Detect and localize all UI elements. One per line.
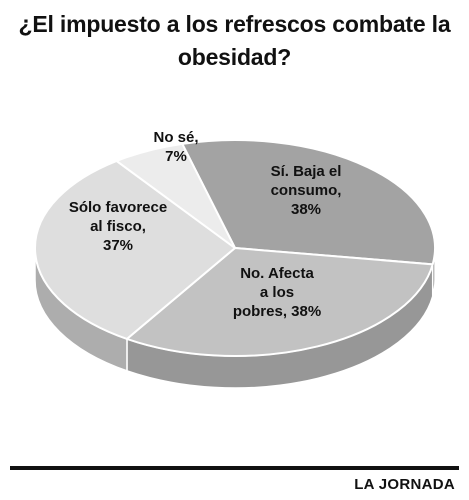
slice-label-line: 7% [165,148,187,165]
pie-labels: Sí. Baja el consumo, 38% No. Afecta a los pob… [69,129,342,320]
pie-slice-0 [181,139,436,266]
pie-slice-2 [34,159,236,340]
chart-title: ¿El impuesto a los refrescos combate la … [18,11,451,70]
slice-label-line: consumo, [271,182,342,199]
pie-slice-3 [115,142,236,249]
slice-label-line: pobres, 38% [233,303,321,320]
slice-label-line: a los [260,284,294,301]
slice-label-2: Sólo favorece al fisco, 37% [69,199,167,254]
slice-label-line: 37% [103,237,133,254]
slice-label-0: Sí. Baja el consumo, 38% [271,163,342,218]
slice-label-line: Sí. Baja el [271,163,342,180]
slice-label-line: No sé, [153,129,198,146]
slice-label-line: No. Afecta [240,265,314,282]
slice-label-line: 38% [291,201,321,218]
slice-label-3: No sé, 7% [153,129,198,165]
slice-label-line: Sólo favorece [69,199,167,216]
pie-chart: Sí. Baja el consumo, 38% No. Afecta a los pob… [34,129,436,389]
pie-top-faces [34,139,436,357]
credit-text: LA JORNADA [354,476,455,493]
slice-label-line: al fisco, [90,218,146,235]
slice-label-1: No. Afecta a los pobres, 38% [233,265,321,320]
footer-rule [10,466,459,470]
